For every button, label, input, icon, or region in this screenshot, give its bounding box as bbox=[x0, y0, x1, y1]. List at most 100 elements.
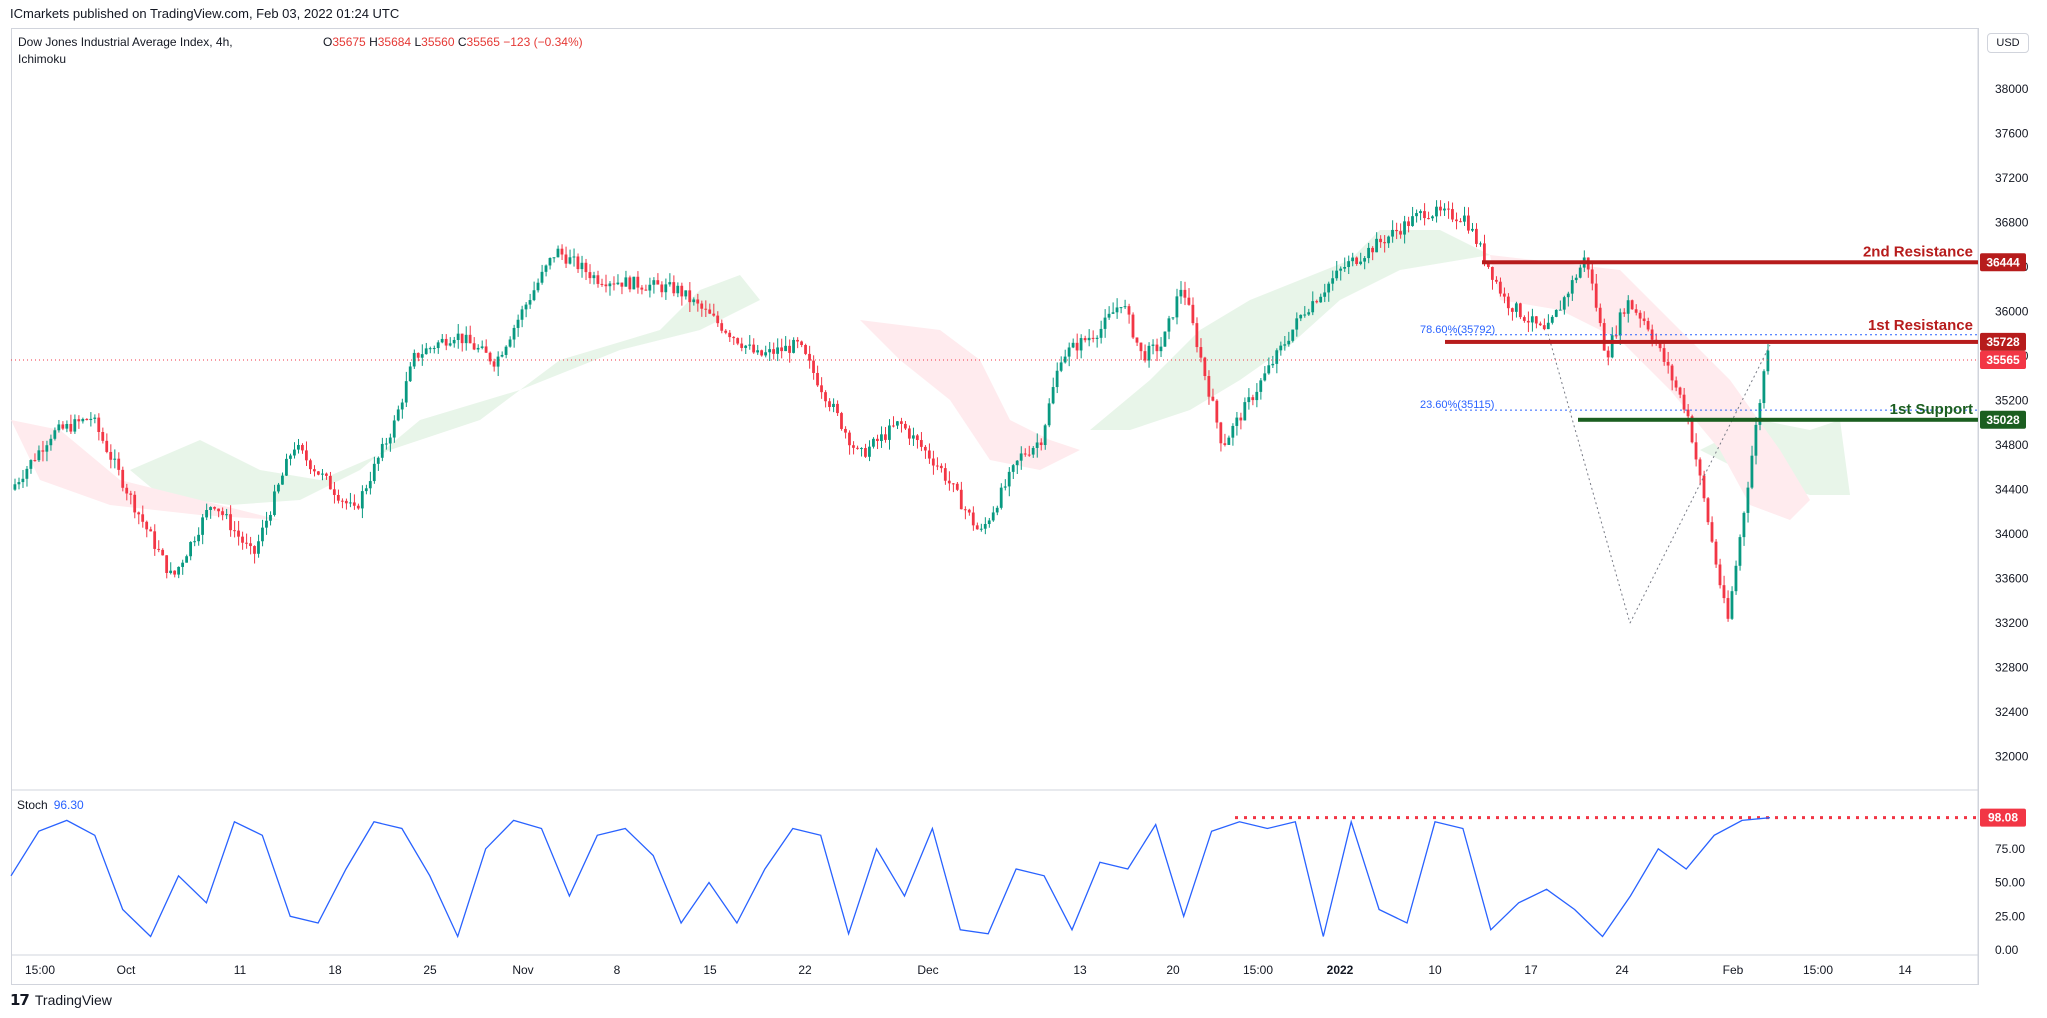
candle-body bbox=[1606, 350, 1610, 358]
candle-body bbox=[1498, 281, 1502, 294]
candle-body bbox=[999, 487, 1003, 508]
candle-body bbox=[1091, 337, 1095, 339]
candle-body bbox=[756, 350, 760, 353]
candle-body bbox=[1618, 312, 1622, 336]
candle-body bbox=[17, 482, 21, 485]
candle-body bbox=[1347, 261, 1351, 268]
candle-body bbox=[1486, 261, 1490, 267]
candle-body bbox=[1059, 362, 1063, 371]
candle-body bbox=[967, 509, 971, 513]
candle-body bbox=[205, 510, 208, 518]
candle-body bbox=[1706, 498, 1710, 523]
candle-body bbox=[436, 342, 440, 349]
fib-level-label: 78.60%(35792) bbox=[1420, 324, 1495, 336]
candle-body bbox=[1143, 351, 1147, 361]
candle-body bbox=[185, 556, 188, 563]
published-note: ICmarkets published on TradingView.com, … bbox=[10, 6, 400, 21]
candle-body bbox=[1151, 344, 1155, 346]
candle-body bbox=[1455, 219, 1458, 222]
currency-button[interactable]: USD bbox=[1987, 33, 2029, 53]
y-tick-label: 33200 bbox=[1995, 616, 2029, 630]
candle-body bbox=[560, 248, 564, 255]
candle-body bbox=[852, 445, 855, 448]
candle-body bbox=[943, 468, 947, 481]
candle-body bbox=[61, 424, 65, 429]
candle-body bbox=[480, 346, 484, 348]
candle-body bbox=[109, 451, 113, 460]
ichimoku-cloud-bear-2 bbox=[860, 320, 1080, 470]
y-tick-label: 32400 bbox=[1995, 705, 2029, 719]
change-value: −123 (−0.34%) bbox=[503, 35, 583, 49]
candle-body bbox=[432, 348, 436, 350]
candle-body bbox=[305, 450, 308, 461]
candle-body bbox=[265, 520, 268, 528]
candle-body bbox=[1666, 361, 1670, 366]
candle-body bbox=[600, 283, 604, 285]
candle-body bbox=[564, 254, 568, 264]
candle-body bbox=[173, 570, 177, 575]
x-tick-label: 18 bbox=[328, 963, 342, 977]
candle-body bbox=[97, 417, 101, 432]
candle-body bbox=[1594, 283, 1598, 308]
candle-body bbox=[1119, 307, 1123, 309]
candle-body bbox=[1023, 453, 1027, 455]
ichimoku-cloud-bear-3 bbox=[1490, 255, 1810, 520]
candle-body bbox=[552, 257, 556, 259]
candle-body bbox=[1542, 325, 1546, 330]
candle-body bbox=[424, 348, 428, 355]
candle-body bbox=[85, 418, 89, 421]
candle-body bbox=[181, 562, 185, 567]
candle-body bbox=[289, 455, 292, 459]
candle-body bbox=[728, 332, 732, 338]
candle-body bbox=[720, 323, 724, 331]
candle-body bbox=[1690, 416, 1694, 443]
candle-body bbox=[716, 315, 720, 324]
stoch-label: Stoch bbox=[17, 798, 48, 812]
candle-body bbox=[1211, 396, 1215, 401]
sr-annotation: 1st Resistance bbox=[1868, 317, 1973, 334]
candle-body bbox=[712, 313, 716, 316]
candle-body bbox=[1502, 293, 1506, 297]
candle-body bbox=[45, 445, 49, 452]
candle-body bbox=[1323, 292, 1327, 297]
candle-body bbox=[1518, 303, 1522, 318]
candle-body bbox=[1011, 465, 1015, 472]
candle-body bbox=[1403, 221, 1406, 235]
candle-body bbox=[1379, 238, 1382, 243]
candle-body bbox=[468, 334, 472, 344]
candle-body bbox=[856, 447, 859, 449]
candle-body bbox=[105, 440, 109, 452]
candle-body bbox=[931, 458, 935, 466]
candle-body bbox=[1634, 309, 1638, 313]
candle-body bbox=[620, 282, 624, 287]
candle-body bbox=[93, 417, 97, 419]
candle-body bbox=[1762, 371, 1766, 404]
candle-body bbox=[245, 542, 248, 544]
candle-body bbox=[828, 401, 831, 407]
candle-body bbox=[1395, 229, 1398, 232]
candle-body bbox=[1275, 350, 1279, 364]
candle-body bbox=[1566, 293, 1570, 298]
candle-body bbox=[576, 256, 580, 270]
candle-body bbox=[780, 347, 783, 352]
candle-body bbox=[1007, 471, 1011, 487]
brand: 𝟭𝟳 TradingView bbox=[10, 991, 112, 1009]
candle-body bbox=[336, 494, 340, 501]
indicator-label: Ichimoku bbox=[18, 52, 67, 66]
candle-body bbox=[1670, 365, 1674, 381]
y-tick-label: 34800 bbox=[1995, 438, 2029, 452]
candle-body bbox=[444, 338, 448, 346]
candle-body bbox=[1199, 347, 1203, 358]
candle-body bbox=[221, 511, 224, 515]
candle-body bbox=[1678, 387, 1682, 395]
candle-body bbox=[608, 283, 612, 287]
candle-body bbox=[69, 423, 73, 432]
candle-body bbox=[1423, 211, 1426, 219]
candle-body bbox=[33, 460, 37, 462]
candle-body bbox=[700, 303, 704, 309]
x-tick-label: 15:00 bbox=[1803, 963, 1833, 977]
ichimoku-cloud-bull-2 bbox=[1090, 230, 1490, 430]
price-label-box bbox=[1980, 332, 2026, 351]
stoch-tick-label: 0.00 bbox=[1995, 943, 2019, 957]
